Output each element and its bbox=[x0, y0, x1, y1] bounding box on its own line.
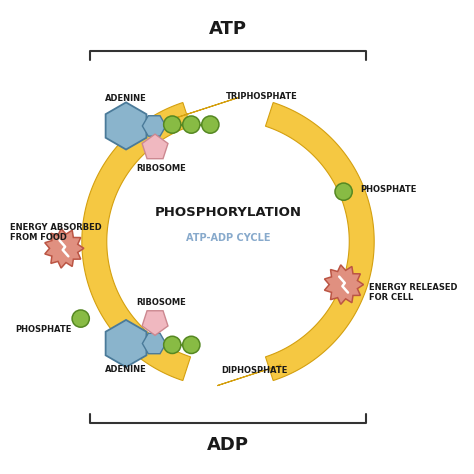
Text: PHOSPHORYLATION: PHOSPHORYLATION bbox=[155, 206, 301, 219]
Polygon shape bbox=[142, 116, 166, 136]
Circle shape bbox=[164, 116, 181, 133]
Circle shape bbox=[202, 116, 219, 133]
Polygon shape bbox=[82, 102, 191, 381]
Circle shape bbox=[182, 336, 200, 354]
Polygon shape bbox=[217, 365, 281, 386]
Text: ATP: ATP bbox=[209, 20, 247, 38]
Polygon shape bbox=[325, 265, 364, 304]
Text: PHOSPHATE: PHOSPHATE bbox=[15, 326, 72, 335]
Circle shape bbox=[182, 116, 200, 133]
Text: PHOSPHATE: PHOSPHATE bbox=[360, 185, 417, 194]
Text: TRIPHOSPHATE: TRIPHOSPHATE bbox=[226, 92, 298, 101]
Polygon shape bbox=[106, 320, 146, 367]
Text: ENERGY RELEASED
FOR CELL: ENERGY RELEASED FOR CELL bbox=[368, 283, 457, 302]
Circle shape bbox=[72, 310, 89, 327]
Text: DIPHOSPHATE: DIPHOSPHATE bbox=[221, 366, 288, 375]
Polygon shape bbox=[265, 102, 374, 381]
Circle shape bbox=[164, 336, 181, 354]
Text: RIBOSOME: RIBOSOME bbox=[136, 164, 186, 173]
Text: ENERGY ABSORBED
FROM FOOD: ENERGY ABSORBED FROM FOOD bbox=[10, 223, 102, 242]
Circle shape bbox=[335, 183, 352, 201]
Polygon shape bbox=[106, 102, 146, 149]
Text: ADENINE: ADENINE bbox=[105, 94, 147, 103]
Polygon shape bbox=[175, 98, 239, 118]
Polygon shape bbox=[142, 134, 168, 159]
Text: ATP-ADP CYCLE: ATP-ADP CYCLE bbox=[186, 233, 270, 243]
Text: ADP: ADP bbox=[207, 436, 249, 454]
Polygon shape bbox=[142, 311, 168, 336]
Polygon shape bbox=[45, 228, 84, 268]
Text: ADENINE: ADENINE bbox=[105, 365, 147, 374]
Text: RIBOSOME: RIBOSOME bbox=[136, 298, 186, 307]
Polygon shape bbox=[142, 333, 166, 354]
